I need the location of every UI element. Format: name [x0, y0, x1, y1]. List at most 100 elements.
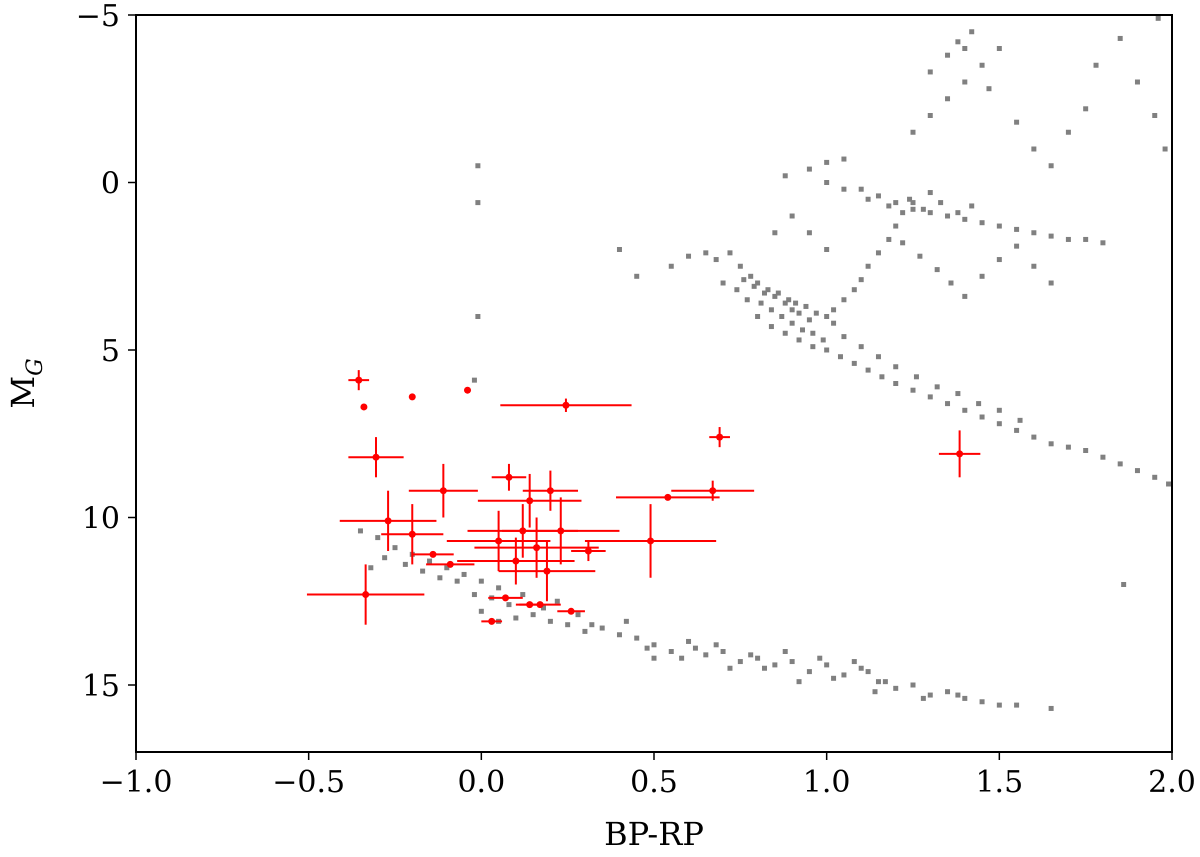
field-star-point — [772, 230, 778, 236]
field-star-point — [858, 277, 864, 283]
field-star-point — [910, 206, 916, 212]
field-star-point — [799, 327, 805, 333]
field-star-point — [789, 307, 795, 313]
field-star-point — [900, 210, 906, 216]
field-star-point — [851, 659, 857, 665]
field-star-point — [796, 337, 802, 343]
field-star-point — [651, 642, 657, 648]
point-marker — [505, 473, 513, 481]
y-tick-label: 5 — [101, 334, 120, 369]
field-star-point — [475, 200, 481, 206]
target-star-series — [306, 370, 981, 625]
field-star-point — [820, 337, 826, 343]
field-star-point — [782, 649, 788, 654]
field-star-point — [893, 381, 899, 386]
field-star-point — [962, 407, 968, 413]
target-star-point — [348, 370, 370, 391]
field-star-point — [875, 679, 881, 685]
target-star-point — [474, 517, 599, 578]
field-star-point — [1014, 226, 1020, 232]
field-star-point — [589, 622, 595, 628]
field-star-point — [530, 612, 536, 618]
field-star-point — [910, 682, 916, 688]
field-star-point — [1083, 448, 1089, 453]
field-star-point — [599, 625, 605, 631]
target-star-point — [709, 427, 730, 448]
field-star-point — [1065, 129, 1071, 135]
field-star-point — [734, 287, 740, 293]
field-star-point — [713, 642, 719, 648]
x-tick-label: 1.5 — [975, 765, 1023, 800]
point-marker — [664, 493, 672, 501]
field-star-point — [824, 347, 830, 353]
field-star-point — [810, 344, 816, 350]
point-marker — [533, 544, 541, 552]
y-axis-label: MG — [4, 358, 48, 408]
field-star-point — [471, 592, 477, 598]
field-star-point — [782, 330, 788, 336]
field-star-point — [1017, 417, 1023, 423]
field-star-point — [1048, 441, 1054, 447]
field-star-point — [920, 695, 926, 701]
field-star-point — [644, 645, 650, 651]
field-star-point — [875, 193, 881, 199]
field-star-point — [768, 307, 774, 313]
field-star-point — [392, 545, 398, 551]
field-star-point — [824, 180, 830, 185]
field-star-point — [427, 558, 433, 564]
field-star-point — [976, 401, 982, 407]
y-axis-label-main: M — [4, 376, 42, 409]
field-star-point — [768, 324, 774, 330]
field-star-point — [1134, 79, 1140, 85]
point-marker — [647, 537, 655, 545]
field-star-point — [616, 247, 622, 252]
field-star-point — [741, 277, 747, 283]
field-star-point — [782, 300, 788, 306]
field-star-point — [969, 29, 975, 35]
field-star-point — [475, 163, 481, 169]
field-star-point — [513, 615, 519, 621]
target-star-point — [500, 398, 632, 412]
field-star-point — [1100, 454, 1106, 460]
target-star-point — [457, 537, 575, 585]
field-star-point — [955, 391, 961, 397]
field-star-point — [851, 360, 857, 366]
field-star-point — [865, 669, 871, 675]
field-star-point — [955, 39, 961, 45]
field-star-point — [910, 387, 916, 393]
field-star-point — [1065, 444, 1071, 450]
field-star-point — [858, 665, 864, 671]
field-star-point — [720, 280, 726, 286]
field-star-point — [1155, 15, 1161, 21]
field-star-point — [478, 608, 484, 614]
field-star-point — [437, 575, 443, 581]
field-star-point — [755, 655, 761, 661]
field-star-point — [824, 247, 830, 252]
field-star-point — [420, 568, 426, 574]
field-star-point — [996, 407, 1002, 413]
field-star-point — [955, 692, 961, 698]
point-marker — [562, 401, 570, 409]
target-star-point — [584, 504, 717, 578]
field-star-point — [748, 273, 754, 279]
axis-ticks: −1.0 −0.5 0.0 0.5 1.0 1.5 2.0 −5 0 5 10 15 — [76, 0, 1196, 800]
field-star-point — [679, 655, 685, 661]
field-star-point — [727, 250, 733, 256]
field-star-point — [927, 190, 933, 196]
field-star-point — [996, 223, 1002, 229]
y-tick-label: 10 — [82, 502, 120, 537]
field-star-point — [796, 310, 802, 316]
field-star-point — [765, 287, 771, 293]
field-star-point — [913, 374, 919, 380]
field-star-point — [565, 622, 571, 628]
target-star-point — [557, 607, 585, 615]
field-star-point — [875, 354, 881, 360]
field-star-point — [996, 702, 1002, 708]
field-star-point — [824, 314, 830, 319]
field-star-point — [920, 206, 926, 212]
field-star-point — [703, 652, 709, 658]
x-tick-label: −0.5 — [272, 765, 345, 800]
field-star-point — [720, 649, 726, 654]
field-star-point — [478, 578, 484, 584]
x-tick-label: 0.0 — [457, 765, 505, 800]
